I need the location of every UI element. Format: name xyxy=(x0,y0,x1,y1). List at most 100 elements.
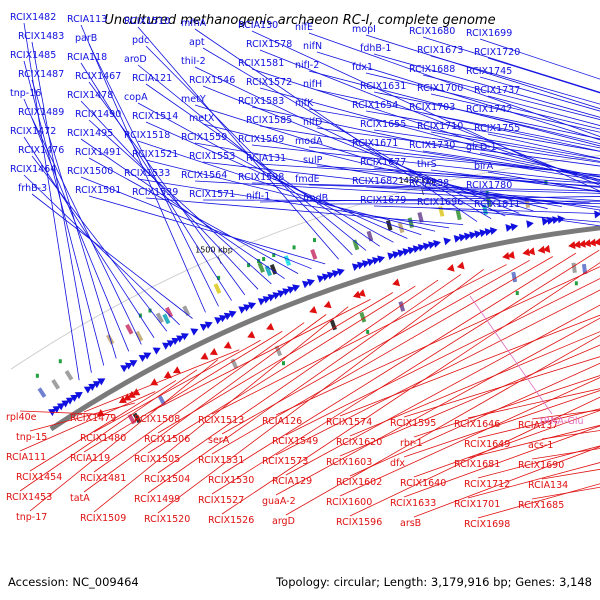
reverse-leader-line xyxy=(285,304,600,476)
forward-gene-label: nifK xyxy=(295,98,314,109)
reverse-leader-line xyxy=(211,249,600,495)
feature-dot xyxy=(138,313,142,318)
forward-leader-line xyxy=(259,196,600,203)
forward-gene-label: RCIX1483 xyxy=(18,31,64,42)
forward-gene-label: RCIX1598 xyxy=(238,172,284,183)
feature-dot xyxy=(272,253,276,258)
reverse-gene-label: RCIX1508 xyxy=(134,414,180,425)
forward-leader-line xyxy=(373,91,600,140)
forward-gene-label: RCIX1533 xyxy=(124,168,170,179)
reverse-gene-label: RCIA111 xyxy=(6,452,46,463)
reverse-leader-line xyxy=(29,359,219,512)
forward-gene-arrow xyxy=(453,235,462,243)
reverse-gene-arrow xyxy=(588,238,596,247)
feature-block xyxy=(366,230,374,242)
reverse-leader-line xyxy=(19,410,115,416)
feature-dot xyxy=(366,329,370,334)
reverse-leader-line xyxy=(467,462,600,499)
feature-block xyxy=(385,220,393,231)
forward-gene-arrow xyxy=(204,321,213,329)
forward-gene-label: RCIX1489 xyxy=(18,107,64,118)
forward-gene-label: nifN xyxy=(303,41,322,52)
reverse-leader-line xyxy=(285,278,600,436)
feature-block xyxy=(359,311,367,323)
reverse-gene-arrow xyxy=(578,239,586,248)
forward-gene-arrow xyxy=(176,335,185,343)
forward-gene-arrow xyxy=(138,355,147,363)
reverse-leader-line xyxy=(339,377,600,497)
forward-leader-line xyxy=(373,167,600,188)
forward-gene-label: RCIX1581 xyxy=(238,58,284,69)
feature-block xyxy=(125,323,134,335)
forward-gene-arrow xyxy=(219,314,228,323)
reverse-gene-label: RCIA119 xyxy=(70,453,110,464)
forward-gene-label: metX xyxy=(189,113,215,124)
forward-gene-arrow xyxy=(257,298,266,306)
forward-gene-arrow xyxy=(92,381,101,389)
reverse-gene-arrow xyxy=(456,261,465,270)
reverse-gene-label: RCIX1602 xyxy=(336,477,382,488)
forward-gene-label: RCIX1671 xyxy=(352,138,398,149)
reverse-leader-line xyxy=(403,390,600,458)
reverse-gene-label: RCIX1712 xyxy=(464,479,510,490)
reverse-gene-label: RCIX1698 xyxy=(464,519,510,530)
reverse-gene-label: RCIX1574 xyxy=(326,417,372,428)
feature-block xyxy=(310,248,318,260)
reverse-gene-label: RCIX1513 xyxy=(198,415,244,426)
feature-block xyxy=(283,255,292,267)
reverse-gene-arrow xyxy=(309,305,318,314)
reverse-gene-arrow xyxy=(209,347,218,356)
reverse-leader-line xyxy=(275,266,600,416)
reverse-gene-arrow xyxy=(127,390,136,398)
reverse-leader-line xyxy=(211,256,554,455)
reverse-gene-label: tnp-15 xyxy=(16,432,47,443)
reverse-gene-label: guaA-2 xyxy=(262,496,296,507)
forward-gene-label: RCIX1585 xyxy=(246,115,292,126)
forward-gene-arrow xyxy=(541,217,550,226)
forward-leader-line xyxy=(373,205,600,215)
forward-gene-label: RCIX1682 xyxy=(352,176,398,187)
forward-gene-label: RCIA118 xyxy=(67,52,107,63)
forward-gene-arrow xyxy=(74,391,83,400)
reverse-gene-arrow xyxy=(542,244,551,253)
genome-summary-label: Topology: circular; Length: 3,179,916 bp… xyxy=(275,575,592,589)
forward-gene-arrow xyxy=(443,237,452,246)
forward-gene-label: fmdE xyxy=(295,174,320,185)
reverse-leader-line xyxy=(339,344,600,457)
reverse-gene-label: RCIX1633 xyxy=(390,498,436,509)
forward-gene-label: RCIX1780 xyxy=(466,180,512,191)
forward-gene-label: RCIX1564 xyxy=(181,170,227,181)
forward-leader-line xyxy=(259,163,600,187)
forward-gene-label: fdx1 xyxy=(352,62,373,73)
forward-leader-line xyxy=(259,125,600,181)
forward-gene-arrow xyxy=(397,249,406,258)
forward-gene-arrow xyxy=(228,310,237,318)
feature-block xyxy=(352,239,360,251)
reverse-gene-label: rpl40e xyxy=(6,412,37,423)
forward-gene-label: RCIX1546 xyxy=(189,75,235,86)
forward-gene-label: RCIX1472 xyxy=(10,126,56,137)
forward-gene-label: nifE xyxy=(295,22,313,33)
forward-gene-label: parB xyxy=(75,33,97,44)
forward-leader-line xyxy=(308,70,600,147)
forward-gene-label: RCIX1476 xyxy=(18,145,64,156)
reverse-leader-line xyxy=(467,424,600,459)
reverse-gene-label: RCIX1509 xyxy=(80,513,126,524)
reverse-leader-line xyxy=(477,445,600,479)
forward-gene-arrow xyxy=(474,230,483,239)
forward-gene-arrow xyxy=(282,288,291,296)
reverse-leader-line xyxy=(147,299,371,414)
forward-gene-label: RCIX1510 xyxy=(124,16,170,27)
feature-dot xyxy=(574,281,578,286)
forward-gene-arrow xyxy=(367,258,375,267)
feature-tracks xyxy=(10,155,600,432)
reverse-gene-arrow xyxy=(522,248,530,257)
reverse-gene-arrow xyxy=(150,378,159,386)
reverse-gene-label: RCIX1600 xyxy=(326,497,372,508)
feature-block xyxy=(398,301,406,312)
forward-gene-label: modA xyxy=(295,136,323,147)
forward-gene-arrow xyxy=(331,270,340,278)
forward-gene-arrow xyxy=(464,232,472,241)
forward-leader-line xyxy=(251,182,600,192)
